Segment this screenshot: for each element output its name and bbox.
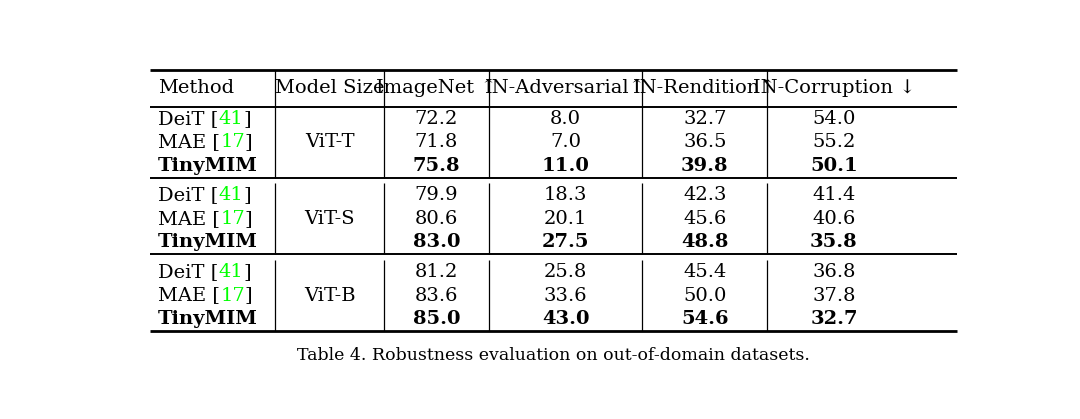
Text: ViT-S: ViT-S [305,210,355,228]
Text: 17: 17 [220,210,245,228]
Text: 83.0: 83.0 [413,233,460,251]
Text: DeiT [: DeiT [ [158,263,218,281]
Text: 11.0: 11.0 [542,157,590,175]
Text: 83.6: 83.6 [415,287,458,305]
Text: ]: ] [245,133,253,151]
Text: 41: 41 [218,109,243,127]
Text: IN-Corruption ↓: IN-Corruption ↓ [753,79,915,97]
Text: 7.0: 7.0 [550,133,581,151]
Text: DeiT [: DeiT [ [158,186,218,204]
Text: 45.6: 45.6 [684,210,727,228]
Text: 48.8: 48.8 [681,233,729,251]
Text: DeiT [: DeiT [ [158,109,218,127]
Text: 71.8: 71.8 [415,133,458,151]
Text: 32.7: 32.7 [810,310,858,328]
Text: 50.1: 50.1 [810,157,858,175]
Text: MAE [: MAE [ [158,133,220,151]
Text: 17: 17 [220,287,245,305]
Text: 75.8: 75.8 [413,157,460,175]
Text: 41: 41 [218,186,243,204]
Text: 17: 17 [220,133,245,151]
Text: IN-Rendition↑: IN-Rendition↑ [633,79,777,97]
Text: ]: ] [245,287,253,305]
Text: Table 4. Robustness evaluation on out-of-domain datasets.: Table 4. Robustness evaluation on out-of… [297,347,810,364]
Text: 72.2: 72.2 [415,109,458,127]
Text: ]: ] [243,263,251,281]
Text: MAE [: MAE [ [158,287,220,305]
Text: ]: ] [243,109,251,127]
Text: 8.0: 8.0 [550,109,581,127]
Text: 42.3: 42.3 [683,186,727,204]
Text: 79.9: 79.9 [415,186,458,204]
Text: MAE [: MAE [ [158,210,220,228]
Text: TinyMIM: TinyMIM [158,157,258,175]
Text: 25.8: 25.8 [544,263,588,281]
Text: ]: ] [245,210,253,228]
Text: 85.0: 85.0 [413,310,460,328]
Text: 45.4: 45.4 [684,263,727,281]
Text: ImageNet ↑: ImageNet ↑ [376,79,497,97]
Text: 39.8: 39.8 [681,157,729,175]
Text: Model Size: Model Size [274,79,384,97]
Text: 41.4: 41.4 [812,186,855,204]
Text: ]: ] [243,186,251,204]
Text: TinyMIM: TinyMIM [158,310,258,328]
Text: 55.2: 55.2 [812,133,855,151]
Text: 41: 41 [218,263,243,281]
Text: ViT-T: ViT-T [305,133,354,151]
Text: 81.2: 81.2 [415,263,458,281]
Text: 18.3: 18.3 [544,186,588,204]
Text: TinyMIM: TinyMIM [158,233,258,251]
Text: ViT-B: ViT-B [303,287,355,305]
Text: 27.5: 27.5 [542,233,590,251]
Text: 32.7: 32.7 [683,109,727,127]
Text: 36.8: 36.8 [812,263,855,281]
Text: 50.0: 50.0 [684,287,727,305]
Text: 33.6: 33.6 [544,287,588,305]
Text: 37.8: 37.8 [812,287,855,305]
Text: 43.0: 43.0 [542,310,590,328]
Text: 80.6: 80.6 [415,210,458,228]
Text: 36.5: 36.5 [683,133,727,151]
Text: IN-Adversarial↑: IN-Adversarial↑ [485,79,646,97]
Text: Method: Method [158,79,234,97]
Text: 35.8: 35.8 [810,233,858,251]
Text: 54.0: 54.0 [812,109,855,127]
Text: 40.6: 40.6 [812,210,855,228]
Text: 20.1: 20.1 [544,210,588,228]
Text: 54.6: 54.6 [681,310,729,328]
